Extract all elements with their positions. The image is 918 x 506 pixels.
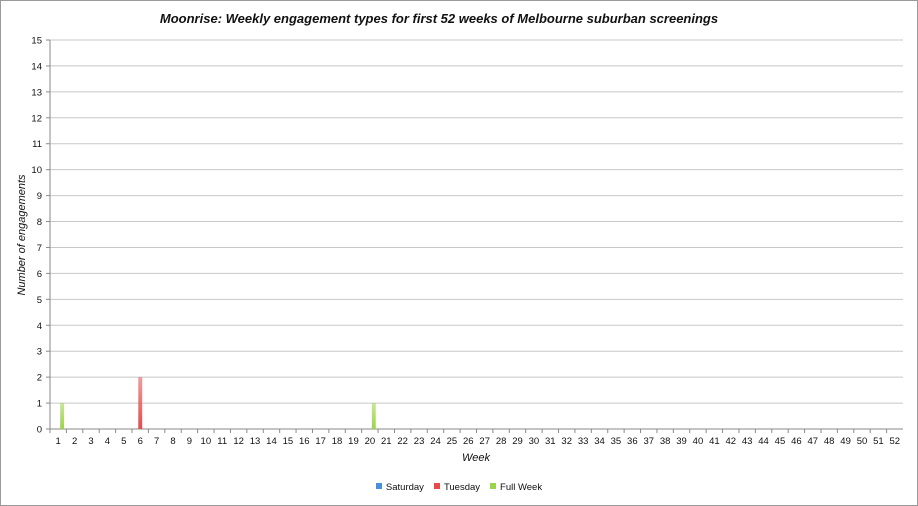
y-tick-label: 1	[37, 399, 42, 410]
x-tick-label: 7	[154, 436, 159, 447]
x-tick-label: 6	[138, 436, 143, 447]
y-tick-label: 10	[31, 165, 42, 176]
y-tick-label: 8	[37, 217, 42, 228]
legend: Saturday Tuesday Full Week	[0, 482, 918, 493]
x-tick-label: 3	[88, 436, 93, 447]
y-tick-label: 14	[31, 61, 42, 72]
bar-full-week-week-20	[371, 403, 376, 429]
legend-item-tuesday: Tuesday	[433, 482, 481, 493]
x-tick-label: 13	[250, 436, 261, 447]
x-tick-label: 44	[758, 436, 769, 447]
x-tick-label: 41	[709, 436, 720, 447]
y-tick-label: 15	[31, 36, 42, 47]
x-tick-label: 37	[643, 436, 654, 447]
x-tick-label: 4	[105, 436, 110, 447]
x-tick-label: 9	[187, 436, 192, 447]
legend-swatch	[433, 483, 440, 489]
x-tick-label: 24	[430, 436, 441, 447]
x-tick-label: 46	[791, 436, 802, 447]
x-tick-label: 33	[578, 436, 589, 447]
y-tick-label: 7	[37, 243, 42, 254]
x-tick-label: 42	[725, 436, 736, 447]
legend-swatch	[375, 483, 382, 489]
x-tick-label: 5	[121, 436, 126, 447]
x-tick-label: 36	[627, 436, 638, 447]
x-tick-label: 26	[463, 436, 474, 447]
y-tick-label: 6	[37, 269, 42, 280]
bars	[60, 377, 376, 429]
x-tick-label: 30	[529, 436, 540, 447]
y-axis-title: Number of engagements	[16, 174, 28, 296]
x-tick-label: 16	[299, 436, 310, 447]
x-tick-label: 47	[807, 436, 818, 447]
x-tick-label: 20	[365, 436, 376, 447]
axes	[46, 39, 903, 433]
x-tick-label: 21	[381, 436, 392, 447]
x-tick-label: 27	[479, 436, 490, 447]
x-tick-label: 22	[397, 436, 408, 447]
legend-label: Full Week	[500, 482, 543, 493]
x-tick-label: 31	[545, 436, 556, 447]
x-tick-label: 15	[283, 436, 294, 447]
y-tick-label: 5	[37, 295, 42, 306]
x-tick-label: 38	[660, 436, 671, 447]
y-tick-label: 2	[37, 373, 42, 384]
y-tick-label: 4	[37, 321, 42, 332]
x-tick-label: 10	[201, 436, 212, 447]
x-tick-label: 23	[414, 436, 425, 447]
x-tick-label: 12	[233, 436, 244, 447]
x-tick-label: 28	[496, 436, 507, 447]
x-tick-label: 17	[315, 436, 326, 447]
legend-swatch	[490, 483, 497, 489]
y-tick-label: 0	[37, 425, 42, 436]
x-tick-label: 49	[840, 436, 851, 447]
legend-label: Saturday	[385, 482, 424, 493]
y-tick-label: 12	[31, 113, 42, 124]
x-tick-label: 51	[873, 436, 884, 447]
bar-full-week-week-1	[60, 403, 65, 429]
x-tick-labels: 1 2 3 4 5 6 7 8 9 10 11 12 13 14 15 16 17 18 19 20 21 22 23 24 2…	[56, 436, 901, 447]
x-tick-label: 52	[890, 436, 901, 447]
x-tick-label: 39	[676, 436, 687, 447]
x-tick-label: 34	[594, 436, 605, 447]
x-tick-label: 45	[775, 436, 786, 447]
y-tick-label: 9	[37, 191, 42, 202]
chart-title: Moonrise: Weekly engagement types for fi…	[159, 11, 719, 26]
x-tick-label: 8	[170, 436, 175, 447]
y-tick-label: 11	[32, 139, 42, 150]
x-axis-title: Week	[462, 452, 490, 464]
x-tick-label: 40	[693, 436, 704, 447]
x-tick-label: 11	[217, 436, 227, 447]
bar-tuesday-week-6	[138, 377, 143, 429]
legend-item-full-week: Full Week	[490, 482, 542, 493]
gridlines	[50, 39, 903, 404]
x-tick-label: 2	[72, 436, 77, 447]
x-tick-label: 14	[266, 436, 277, 447]
y-tick-label: 13	[31, 87, 42, 98]
x-tick-label: 1	[56, 436, 61, 447]
legend-item-saturday: Saturday	[375, 482, 424, 493]
x-tick-label: 35	[611, 436, 622, 447]
x-tick-label: 29	[512, 436, 523, 447]
x-tick-label: 18	[332, 436, 343, 447]
x-tick-label: 25	[447, 436, 458, 447]
x-tick-label: 19	[348, 436, 359, 447]
x-tick-label: 50	[857, 436, 868, 447]
x-tick-label: 48	[824, 436, 835, 447]
y-tick-label: 3	[37, 347, 42, 358]
legend-label: Tuesday	[443, 482, 481, 493]
x-tick-label: 32	[561, 436, 572, 447]
x-tick-label: 43	[742, 436, 753, 447]
